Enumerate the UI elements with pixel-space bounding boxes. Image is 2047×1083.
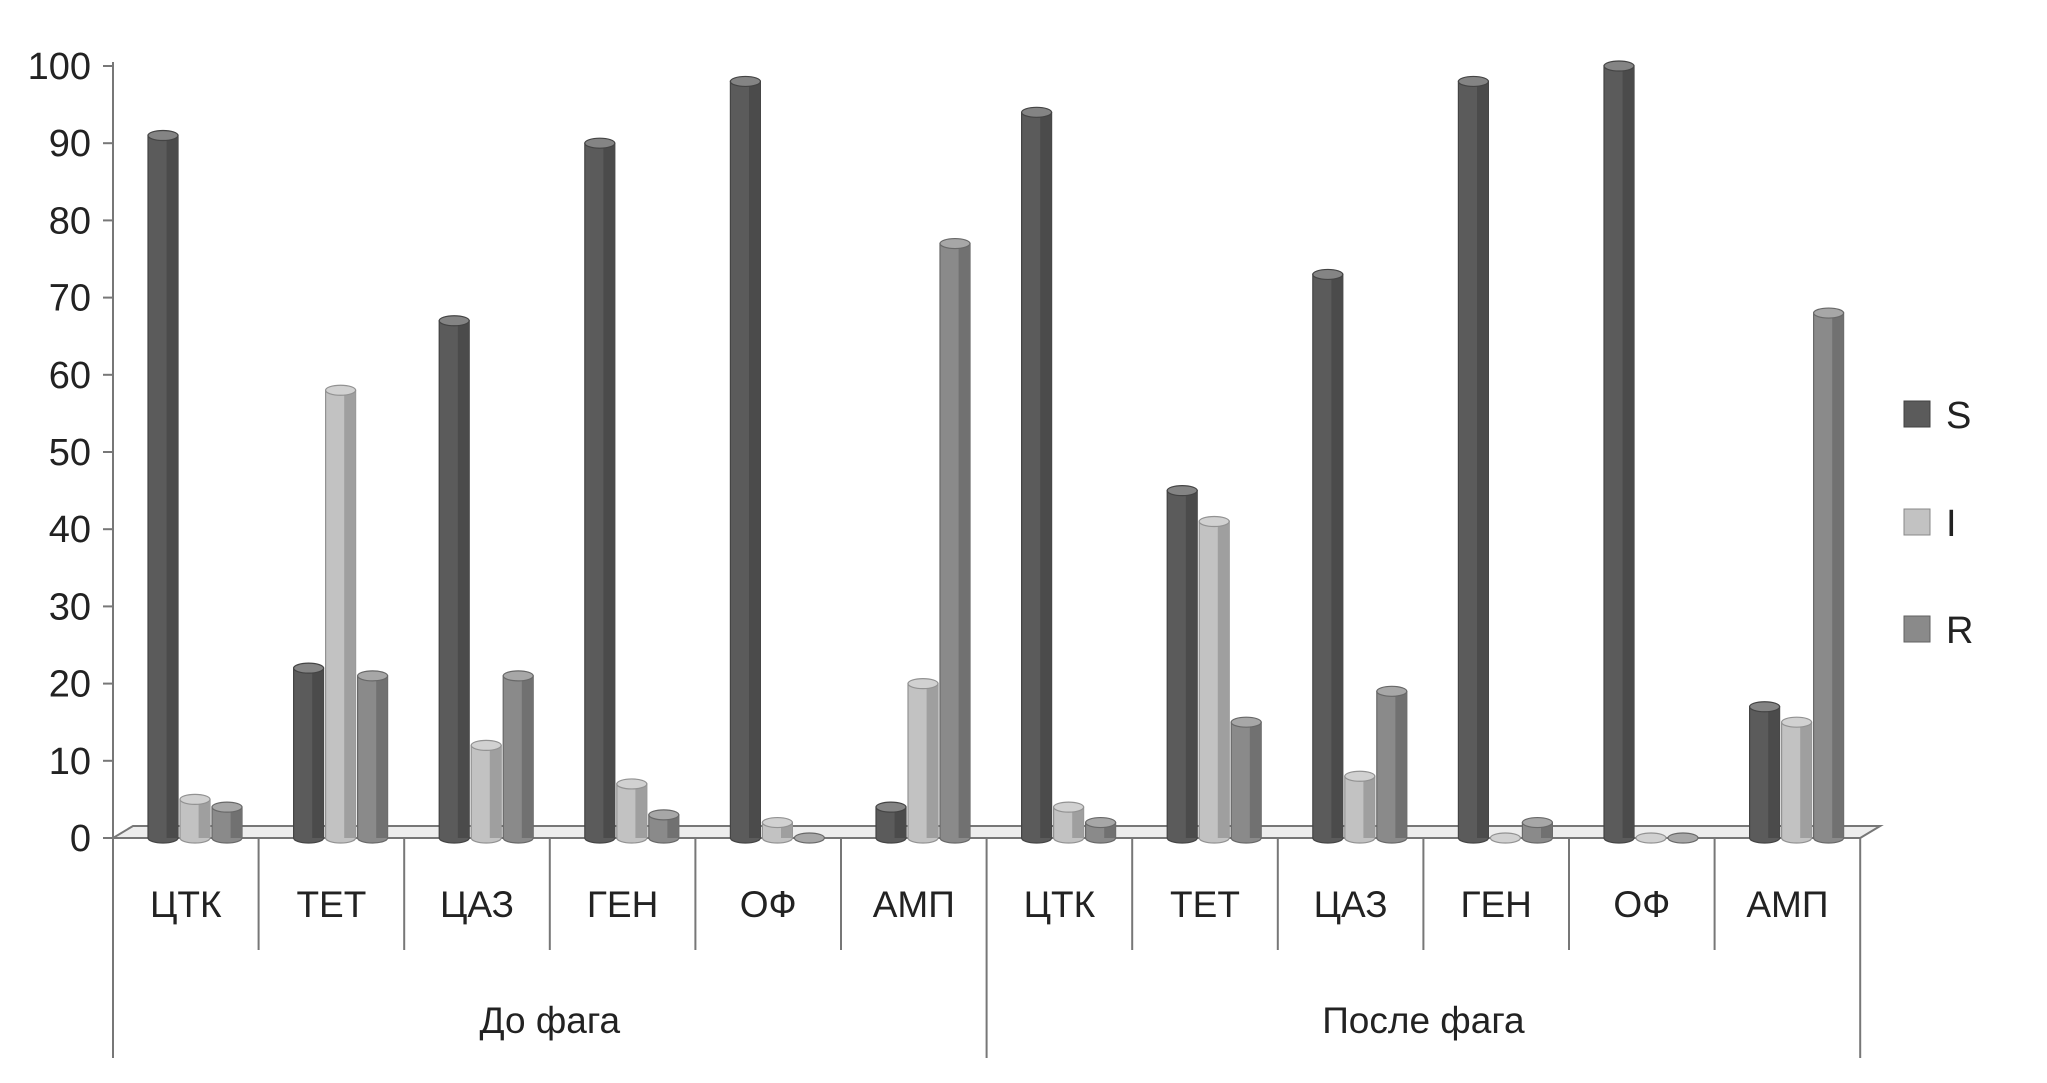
y-tick-label: 20: [49, 664, 91, 706]
bar-S-3: [584, 137, 616, 844]
y-tick-label: 60: [49, 355, 91, 397]
bar-S-4: [729, 75, 762, 844]
legend: S I R: [1903, 395, 1973, 652]
legend-item-I: I: [1903, 503, 1957, 545]
bar-R-10: [1667, 832, 1699, 844]
y-tick-label: 50: [49, 432, 91, 474]
bar-R-7: [1230, 716, 1262, 844]
bar-R-6: [1084, 816, 1117, 844]
y-tick-label: 40: [49, 509, 91, 551]
x-tick-label: ТЕТ: [296, 884, 366, 925]
bar-S-2: [438, 315, 470, 844]
bar-S-7: [1166, 485, 1198, 844]
bar-I-8: [1344, 770, 1376, 844]
bar-R-5: [939, 237, 971, 844]
bars: [147, 60, 1845, 844]
bar-I-10: [1635, 832, 1667, 844]
x-tick-label: ЦТК: [150, 884, 222, 925]
legend-swatch: [1903, 508, 1931, 536]
bar-R-9: [1521, 816, 1554, 844]
group-label: После фага: [1322, 1000, 1525, 1041]
legend-item-R: R: [1903, 610, 1973, 652]
bar-S-10: [1603, 60, 1635, 844]
x-tick-label: ТЕТ: [1170, 884, 1240, 925]
axes: 0 10 20 30 40 50 60 70 80 90 100: [28, 46, 1884, 860]
bar-I-2: [470, 739, 502, 844]
bar-R-2: [502, 670, 534, 844]
bar-R-4: [793, 832, 826, 844]
bar-S-1: [293, 662, 325, 844]
bar-I-1: [325, 384, 357, 844]
bar-I-0: [179, 793, 211, 844]
bar-I-4: [761, 816, 794, 844]
bar-I-5: [907, 677, 939, 844]
x-tick-label: ЦАЗ: [1314, 884, 1388, 925]
bar-R-11: [1812, 307, 1845, 844]
y-tick-label: 30: [49, 586, 91, 628]
bar-I-9: [1489, 832, 1522, 844]
bar-R-1: [357, 670, 389, 844]
bar-S-11: [1748, 701, 1781, 844]
legend-label: R: [1946, 610, 1973, 652]
group-label: До фага: [479, 1000, 620, 1041]
bar-S-8: [1312, 268, 1344, 844]
bar-I-3: [616, 778, 648, 844]
legend-label: I: [1946, 503, 1957, 545]
x-tick-label: ЦАЗ: [440, 884, 514, 925]
legend-swatch: [1903, 400, 1931, 428]
x-tick-label: ГЕН: [587, 884, 658, 925]
y-tick-label: 90: [49, 123, 91, 165]
y-tick-label: 80: [49, 200, 91, 242]
x-tick-label: ОФ: [1613, 884, 1670, 925]
y-tick-label: 70: [49, 278, 91, 320]
x-tick-label: ГЕН: [1460, 884, 1531, 925]
legend-swatch: [1903, 615, 1931, 643]
bar-S-5: [875, 801, 907, 844]
bar-I-11: [1780, 716, 1813, 844]
legend-label: S: [1946, 395, 1971, 437]
legend-item-S: S: [1903, 395, 1971, 437]
bar-S-9: [1457, 75, 1490, 844]
bar-I-7: [1198, 515, 1230, 844]
bar-S-0: [147, 129, 179, 844]
x-tick-label: ОФ: [740, 884, 797, 925]
x-axis-labels: ЦТК ТЕТ ЦАЗ ГЕН ОФ АМП До фага ЦТК ТЕТ ЦАЗ ГЕН ОФ АМ…: [112, 838, 1862, 1058]
bar-S-6: [1020, 106, 1053, 844]
bar-R-3: [648, 809, 680, 844]
y-tick-label: 100: [28, 46, 91, 88]
y-tick-label: 0: [70, 818, 91, 860]
x-tick-label: АМП: [873, 884, 955, 925]
x-tick-label: ЦТК: [1024, 884, 1096, 925]
bar-R-0: [211, 801, 243, 844]
y-tick-label: 10: [49, 741, 91, 783]
bar-I-6: [1052, 801, 1085, 844]
x-tick-label: АМП: [1746, 884, 1828, 925]
bar-R-8: [1376, 685, 1408, 844]
